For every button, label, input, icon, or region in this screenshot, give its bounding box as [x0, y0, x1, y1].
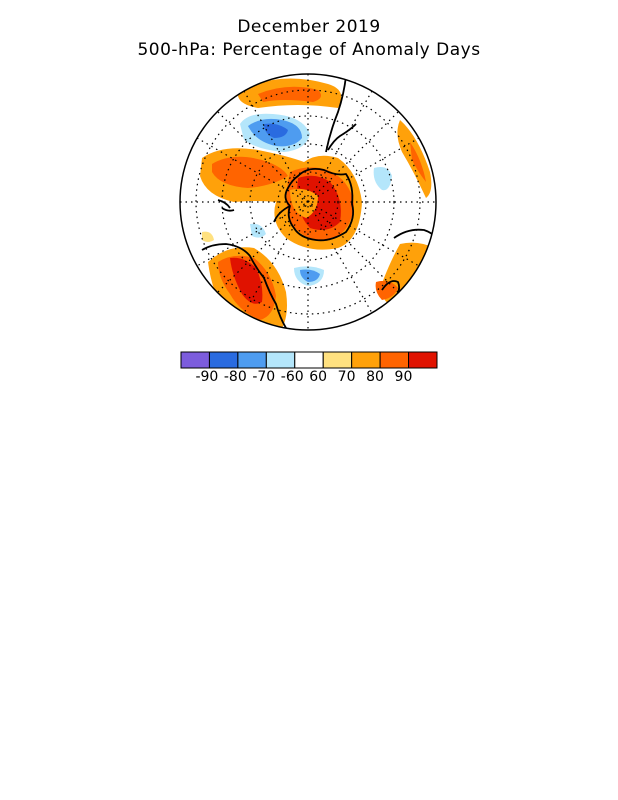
legend-label: -60 — [280, 369, 304, 385]
legend-swatch — [322, 351, 353, 369]
anomaly-region-top — [237, 78, 342, 108]
legend-swatch — [180, 351, 210, 369]
legend-swatch — [408, 351, 438, 369]
legend-swatch — [237, 351, 267, 369]
legend-label: 80 — [366, 369, 384, 385]
polar-anomaly-map — [179, 73, 437, 331]
legend-swatch — [379, 351, 410, 369]
legend-swatch — [351, 351, 381, 369]
anomaly-region-negative-north — [240, 113, 310, 152]
map-title: December 2019 — [237, 17, 381, 37]
color-legend — [180, 351, 438, 369]
africa-tip — [327, 123, 357, 151]
new-zealand — [217, 199, 235, 212]
africa-coastline — [325, 75, 347, 153]
south-america-coastline — [201, 243, 287, 329]
legend-label: 60 — [309, 369, 328, 385]
antarctic-peninsula — [273, 205, 291, 223]
legend-swatch — [265, 351, 296, 369]
map-border — [179, 73, 437, 331]
legend-swatch — [208, 351, 239, 369]
antarctica-coastline — [284, 167, 355, 242]
legend-swatch — [294, 351, 324, 369]
map-subtitle: 500-hPa: Percentage of Anomaly Days — [137, 40, 481, 60]
legend-label: -70 — [252, 369, 276, 385]
legend-label: 70 — [337, 369, 356, 385]
legend-label: 90 — [394, 369, 413, 385]
anomaly-region-east — [397, 120, 432, 198]
legend-label: -90 — [195, 369, 219, 385]
legend-label: -80 — [223, 369, 247, 385]
anomaly-region-minor-negative — [202, 167, 392, 286]
